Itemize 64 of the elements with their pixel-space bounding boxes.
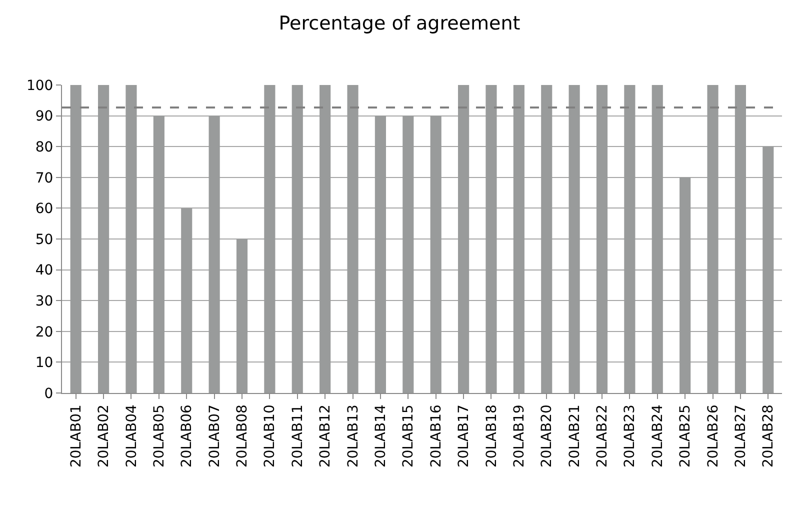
y-tick-label: 30 [35, 294, 54, 310]
x-tick-label: 20LAB11 [290, 404, 306, 468]
x-tick-label: 20LAB27 [733, 404, 750, 468]
bar [486, 85, 497, 393]
x-tick-label: 20LAB20 [539, 404, 556, 468]
bar [430, 116, 442, 393]
x-tick-label: 20LAB08 [234, 404, 251, 468]
y-tick-label: 100 [26, 78, 54, 94]
x-tick-label: 20LAB17 [456, 404, 472, 468]
x-tick-label: 20LAB22 [594, 404, 611, 468]
x-tick-label: 20LAB10 [262, 404, 278, 468]
bar [513, 85, 524, 393]
y-tick-label: 60 [35, 201, 54, 218]
bar [153, 116, 164, 393]
bar [568, 85, 580, 393]
bar [126, 85, 137, 393]
y-tick-label: 50 [35, 232, 54, 248]
bar [652, 85, 663, 393]
x-tick-label: 20LAB28 [760, 404, 777, 468]
x-tick-label: 20LAB18 [484, 404, 500, 468]
bar [208, 116, 220, 393]
bar [707, 85, 718, 393]
x-tick-label: 20LAB24 [650, 404, 666, 468]
x-tick-label: 20LAB12 [318, 404, 334, 468]
x-tick-label: 20LAB21 [566, 404, 583, 468]
bar [320, 85, 331, 393]
bar [347, 85, 358, 393]
x-tick-label: 20LAB01 [68, 404, 84, 468]
bar [236, 239, 248, 393]
bar [762, 146, 774, 393]
x-tick-label: 20LAB06 [179, 404, 196, 468]
x-tick-label: 20LAB26 [705, 404, 722, 468]
y-tick-label: 90 [35, 108, 54, 125]
bar [541, 85, 552, 393]
bar [292, 85, 303, 393]
bar [98, 85, 110, 393]
x-tick-label: 20LAB05 [151, 404, 168, 468]
x-tick-label: 20LAB14 [373, 404, 390, 468]
bar [734, 85, 746, 393]
bar [264, 85, 276, 393]
y-tick-label: 20 [35, 324, 54, 340]
x-tick-label: 20LAB25 [678, 404, 694, 468]
y-tick-label: 80 [35, 140, 54, 156]
x-tick-label: 20LAB19 [511, 404, 528, 468]
x-tick-label: 20LAB15 [400, 404, 417, 468]
y-tick-label: 40 [35, 262, 54, 279]
y-tick-label: 70 [35, 170, 54, 186]
bar [458, 85, 470, 393]
x-tick-label: 20LAB23 [622, 404, 638, 468]
bar [374, 116, 386, 393]
x-tick-label: 20LAB16 [428, 404, 444, 468]
x-tick-label: 20LAB07 [206, 404, 223, 468]
x-tick-label: 20LAB04 [124, 404, 140, 468]
chart-title: Percentage of agreement [278, 12, 520, 34]
x-tick-label: 20LAB02 [96, 404, 112, 468]
bar [181, 208, 192, 393]
bar [70, 85, 82, 393]
bar [680, 177, 691, 393]
y-tick-label: 10 [35, 355, 54, 372]
bar [402, 116, 414, 393]
x-tick-label: 20LAB13 [345, 404, 362, 468]
bar [624, 85, 636, 393]
y-tick-label: 0 [44, 386, 54, 402]
bar [596, 85, 608, 393]
